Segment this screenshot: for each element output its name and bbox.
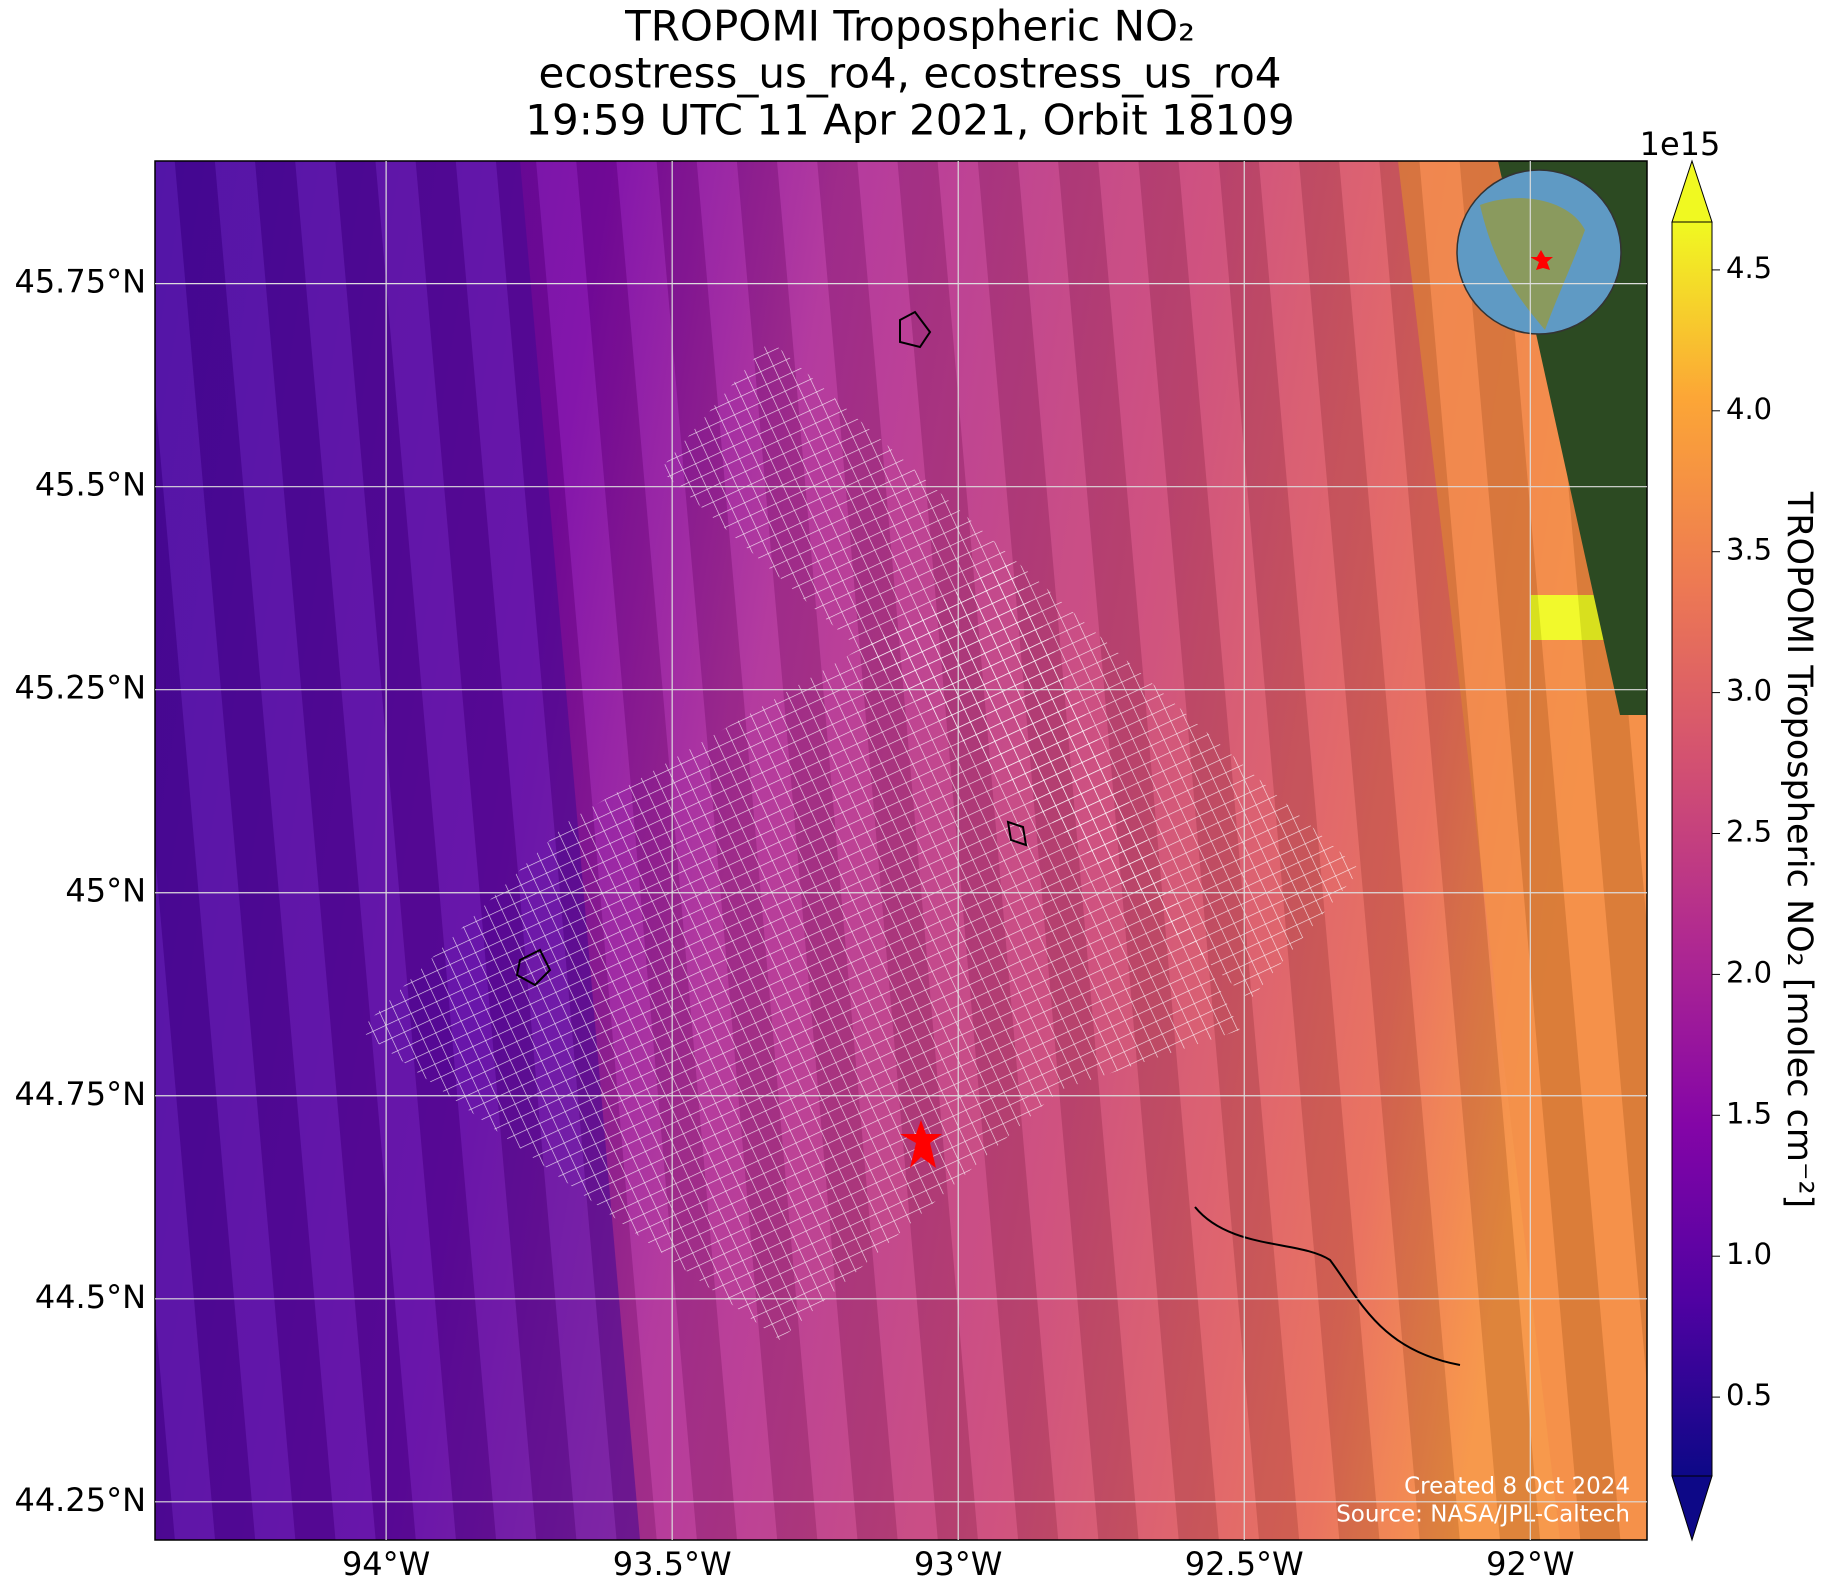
x-tick-label: 93.5°W bbox=[613, 1545, 732, 1583]
colorbar-tick-label: 1.5 bbox=[1726, 1096, 1772, 1130]
y-tick-label: 45°N bbox=[65, 872, 146, 910]
chart-title: 19:59 UTC 11 Apr 2021, Orbit 18109 bbox=[525, 96, 1294, 145]
x-tick-label: 94°W bbox=[342, 1545, 430, 1583]
x-tick-label: 92°W bbox=[1486, 1545, 1574, 1583]
y-tick-label: 45.5°N bbox=[35, 466, 146, 504]
colorbar-frame bbox=[1671, 221, 1713, 1477]
colorbar-extend bbox=[1671, 159, 1713, 223]
colorbar-offset: 1e15 bbox=[1640, 125, 1721, 163]
map-background bbox=[155, 161, 1647, 1540]
chart-title: TROPOMI Tropospheric NO₂ bbox=[624, 2, 1195, 51]
colorbar-tick-label: 1.0 bbox=[1726, 1237, 1772, 1271]
y-tick-label: 45.25°N bbox=[14, 669, 146, 707]
x-tick-label: 92.5°W bbox=[1185, 1545, 1304, 1583]
colorbar-tick-label: 4.0 bbox=[1726, 392, 1772, 426]
colorbar-tick-label: 2.5 bbox=[1726, 815, 1772, 849]
colorbar-tick-label: 3.0 bbox=[1726, 674, 1772, 708]
colorbar-tick-label: 0.5 bbox=[1726, 1378, 1772, 1412]
credit: Created 8 Oct 2024 bbox=[1404, 1474, 1630, 1500]
y-tick-label: 44.5°N bbox=[35, 1278, 146, 1316]
chart-title: ecostress_us_ro4, ecostress_us_ro4 bbox=[538, 49, 1281, 98]
colorbar-tick-label: 2.0 bbox=[1726, 955, 1772, 989]
colorbar-tick-label: 4.5 bbox=[1726, 251, 1772, 285]
colorbar-tick-label: 3.5 bbox=[1726, 533, 1772, 567]
y-tick-label: 44.75°N bbox=[14, 1075, 146, 1113]
x-tick-label: 93°W bbox=[914, 1545, 1002, 1583]
colorbar-label: TROPOMI Tropospheric NO₂ [molec cm⁻²] bbox=[1779, 491, 1819, 1208]
y-tick-label: 44.25°N bbox=[14, 1481, 146, 1519]
colorbar bbox=[1672, 222, 1712, 1476]
y-tick-label: 45.75°N bbox=[14, 263, 146, 301]
plot-frame bbox=[154, 160, 1648, 1541]
colorbar-extend bbox=[1671, 1475, 1713, 1542]
credit: Source: NASA/JPL-Caltech bbox=[1336, 1502, 1630, 1528]
